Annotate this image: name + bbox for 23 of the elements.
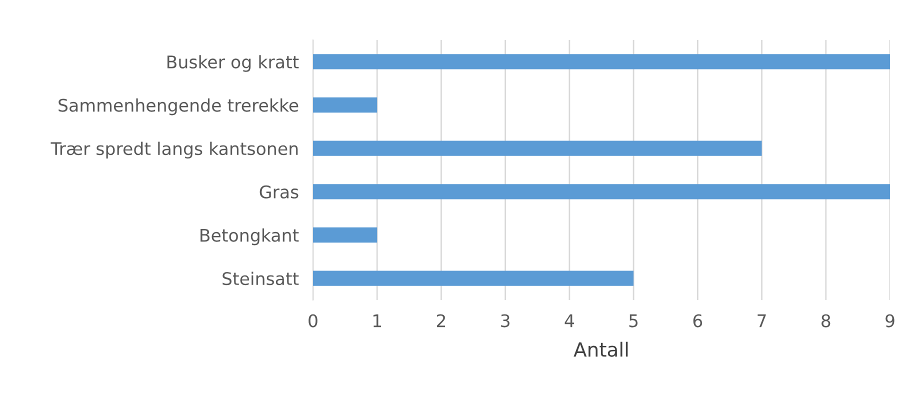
bar xyxy=(313,227,378,243)
x-tick-label: 5 xyxy=(629,314,638,328)
bar xyxy=(313,270,634,286)
x-tick-label: 1 xyxy=(373,314,382,328)
x-tick-label: 2 xyxy=(436,314,446,328)
x-tick-label: 8 xyxy=(822,314,830,328)
bar xyxy=(313,54,890,70)
y-tick-label: Steinsatt xyxy=(222,272,299,286)
x-tick-label: 6 xyxy=(693,314,702,328)
y-tick-label: Trær spredt langs kantsonen xyxy=(50,142,298,159)
y-tick-label: Busker og kratt xyxy=(167,55,299,72)
x-tick-label: 4 xyxy=(564,314,574,328)
x-axis-title: Antall xyxy=(574,342,628,357)
x-tick-label: 3 xyxy=(501,314,510,328)
bar xyxy=(313,140,762,156)
bar xyxy=(313,184,890,200)
x-tick-label: 0 xyxy=(308,314,318,328)
y-tick-label: Betongkant xyxy=(200,228,299,246)
y-tick-label: Sammenhengende trerekke xyxy=(58,98,298,116)
bar xyxy=(313,97,378,113)
y-tick-label: Gras xyxy=(260,185,298,199)
x-tick-label: 7 xyxy=(758,314,766,328)
x-tick-label: 9 xyxy=(886,314,894,328)
